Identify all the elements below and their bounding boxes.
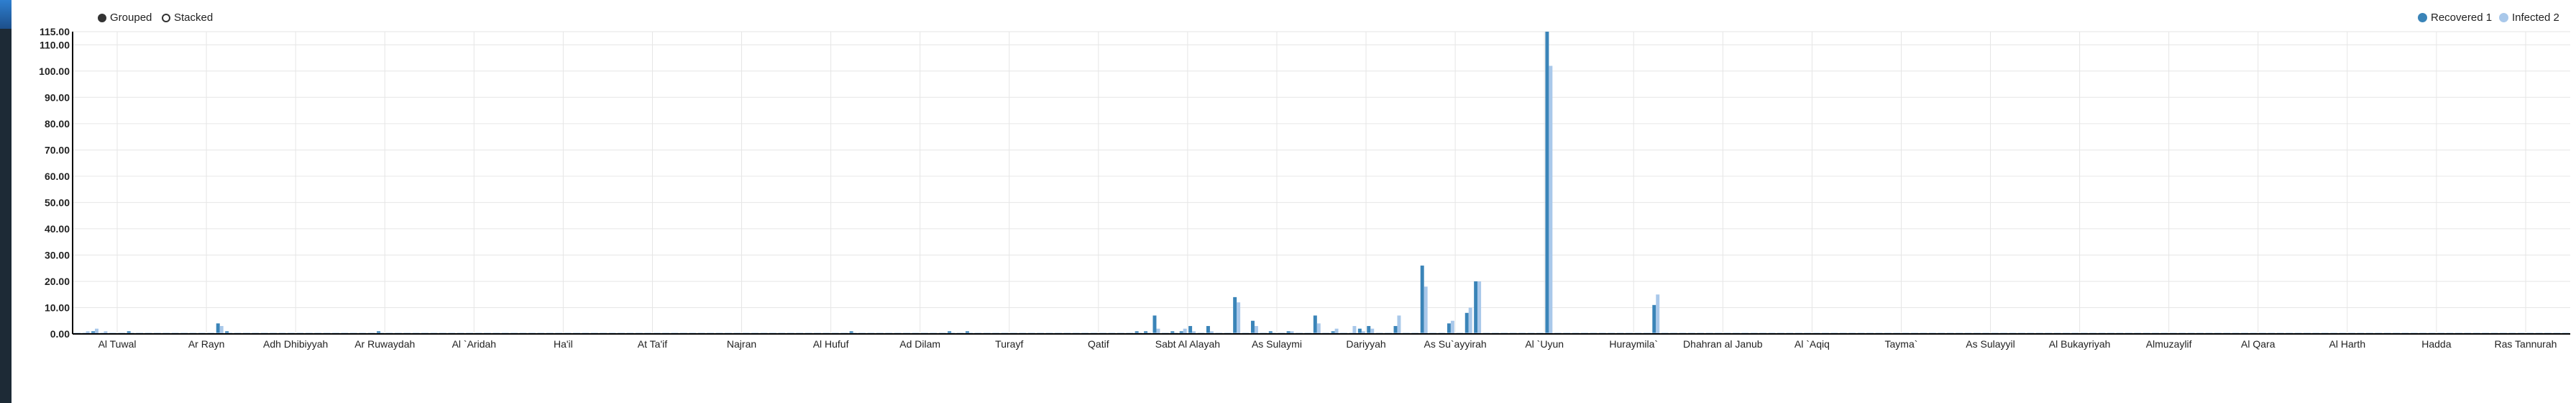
bar-infected <box>1549 65 1553 334</box>
bar-infected <box>1237 302 1241 334</box>
bar-infected <box>1450 320 1454 334</box>
x-tick-label: Al Tuwal <box>98 338 137 350</box>
x-tick-label: As Sulaymi <box>1252 338 1302 350</box>
y-tick-label: 20.00 <box>45 276 70 287</box>
x-tick-label: Sabt Al Alayah <box>1155 338 1220 350</box>
y-tick-label: 0.00 <box>50 328 70 340</box>
x-tick-label: Adh Dhibiyyah <box>263 338 328 350</box>
legend-swatch-infected-icon <box>2499 13 2508 22</box>
x-tick-label: Qatif <box>1088 338 1109 350</box>
x-tick-label: As Sulayyil <box>1966 338 2014 350</box>
y-tick-label: 10.00 <box>45 302 70 313</box>
bar-recovered <box>1233 296 1237 334</box>
y-tick-label: 80.00 <box>45 118 70 130</box>
x-tick-label: As Su`ayyirah <box>1424 338 1487 350</box>
grouped-toggle[interactable]: Grouped <box>98 12 152 24</box>
y-tick-label: 70.00 <box>45 144 70 155</box>
bar-infected <box>1183 328 1187 334</box>
bar-infected <box>219 326 224 334</box>
y-tick-label: 115.00 <box>40 26 70 37</box>
bar-recovered <box>1188 326 1193 334</box>
bar-recovered <box>1393 326 1398 334</box>
y-tick-label: 40.00 <box>45 223 70 235</box>
x-tick-label: Al Bukayriyah <box>2049 338 2111 350</box>
x-tick-label: Al `Aridah <box>452 338 496 350</box>
bar-recovered <box>1420 266 1424 334</box>
bar-infected <box>1656 294 1660 334</box>
y-tick-label: 110.00 <box>40 39 70 50</box>
bar-infected <box>1468 307 1472 334</box>
bar-recovered <box>216 323 220 334</box>
bar-infected <box>1352 326 1357 334</box>
grouped-label: Grouped <box>110 12 152 24</box>
y-tick-label: 90.00 <box>45 91 70 103</box>
x-tick-label: Hadda <box>2421 338 2451 350</box>
bar-infected <box>1334 328 1339 334</box>
x-tick-label: Ras Tannurah <box>2495 338 2557 350</box>
x-tick-label: Huraymila` <box>1609 338 1658 350</box>
bar-recovered <box>1206 326 1210 334</box>
bar-infected <box>1397 315 1401 334</box>
x-tick-label: Dariyyah <box>1346 338 1385 350</box>
bar-infected <box>1156 328 1160 334</box>
stacked-toggle[interactable]: Stacked <box>162 12 213 24</box>
bar-recovered <box>1652 304 1656 334</box>
bar-infected <box>1254 326 1258 334</box>
x-tick-label: Ha'il <box>554 338 573 350</box>
x-tick-label: Tayma` <box>1885 338 1918 350</box>
y-tick-label: 100.00 <box>39 65 70 77</box>
x-tick-label: Almuzaylif <box>2146 338 2192 350</box>
y-tick-label: 60.00 <box>45 171 70 182</box>
x-tick-label: At Ta'if <box>638 338 667 350</box>
legend-item-infected[interactable]: Infected 2 <box>2499 12 2559 24</box>
x-tick-label: Al Qara <box>2241 338 2275 350</box>
bar-recovered <box>1152 315 1157 334</box>
bar-infected <box>1477 281 1482 334</box>
y-tick-label: 50.00 <box>45 196 70 208</box>
stacked-radio-icon <box>162 13 170 22</box>
x-tick-label: Al Harth <box>2329 338 2366 350</box>
bar-recovered <box>1447 323 1451 334</box>
x-tick-label: Ad Dilam <box>899 338 940 350</box>
bar-infected <box>95 328 98 334</box>
stacked-label: Stacked <box>174 12 214 24</box>
x-tick-label: Dhahran al Janub <box>1683 338 1763 350</box>
legend-item-recovered[interactable]: Recovered 1 <box>2418 12 2492 24</box>
x-tick-label: Turayf <box>995 338 1023 350</box>
bar-recovered <box>1367 326 1371 334</box>
bar-recovered <box>1545 32 1549 334</box>
grouped-radio-icon <box>98 13 106 22</box>
legend-label-infected: Infected 2 <box>2512 12 2559 24</box>
bar-recovered <box>1465 312 1469 334</box>
x-tick-label: Al `Aqiq <box>1795 338 1830 350</box>
bar-recovered <box>1313 315 1317 334</box>
y-tick-label: 30.00 <box>45 249 70 261</box>
bar-infected <box>1370 328 1375 334</box>
bar-recovered <box>1474 281 1478 334</box>
bar-recovered <box>1250 320 1255 334</box>
x-tick-label: Najran <box>727 338 756 350</box>
x-tick-label: Ar Rayn <box>188 338 225 350</box>
x-tick-label: Ar Ruwaydah <box>354 338 415 350</box>
bar-infected <box>1424 286 1428 334</box>
x-tick-label: Al `Uyun <box>1525 338 1564 350</box>
window-edge-strip <box>0 0 12 403</box>
bar-recovered <box>1357 328 1362 334</box>
legend-label-recovered: Recovered 1 <box>2431 12 2493 24</box>
bar-infected <box>1316 323 1321 334</box>
legend-swatch-recovered-icon <box>2418 13 2427 22</box>
window-edge-accent <box>0 0 12 29</box>
x-tick-label: Al Hufuf <box>813 338 849 350</box>
